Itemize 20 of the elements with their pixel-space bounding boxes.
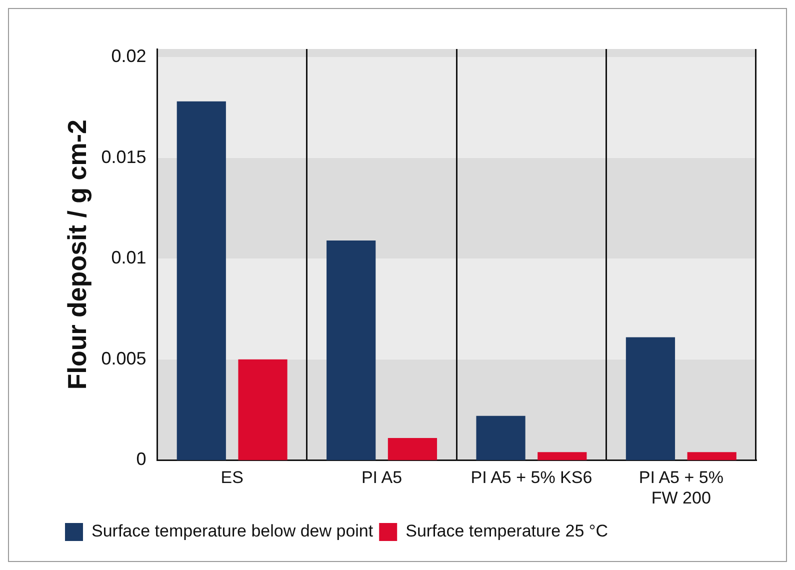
x-tick-label: PI A5: [361, 468, 402, 488]
bar: [476, 416, 526, 460]
x-tick-label: PI A5 + 5% FW 200: [638, 468, 724, 508]
bar: [388, 438, 438, 460]
y-tick-label: 0.005: [101, 348, 146, 368]
y-tick-label: 0.01: [111, 248, 146, 268]
bar: [238, 359, 288, 460]
x-tick-label: ES: [220, 468, 244, 488]
bar: [326, 240, 376, 460]
bar: [687, 452, 736, 460]
x-tick-label: PI A5 + 5% KS6: [470, 468, 592, 488]
y-tick-label: 0: [136, 449, 146, 470]
bar: [538, 452, 587, 460]
legend-label: Surface temperature below dew point: [92, 522, 374, 541]
y-tick-label: 0.02: [111, 46, 146, 66]
bar: [626, 337, 676, 460]
y-axis-title: Flour deposit / g cm-2: [62, 120, 92, 390]
legend-label: Surface temperature 25 °C: [406, 522, 608, 541]
bar: [176, 101, 226, 460]
y-tick-label: 0.015: [101, 146, 146, 167]
